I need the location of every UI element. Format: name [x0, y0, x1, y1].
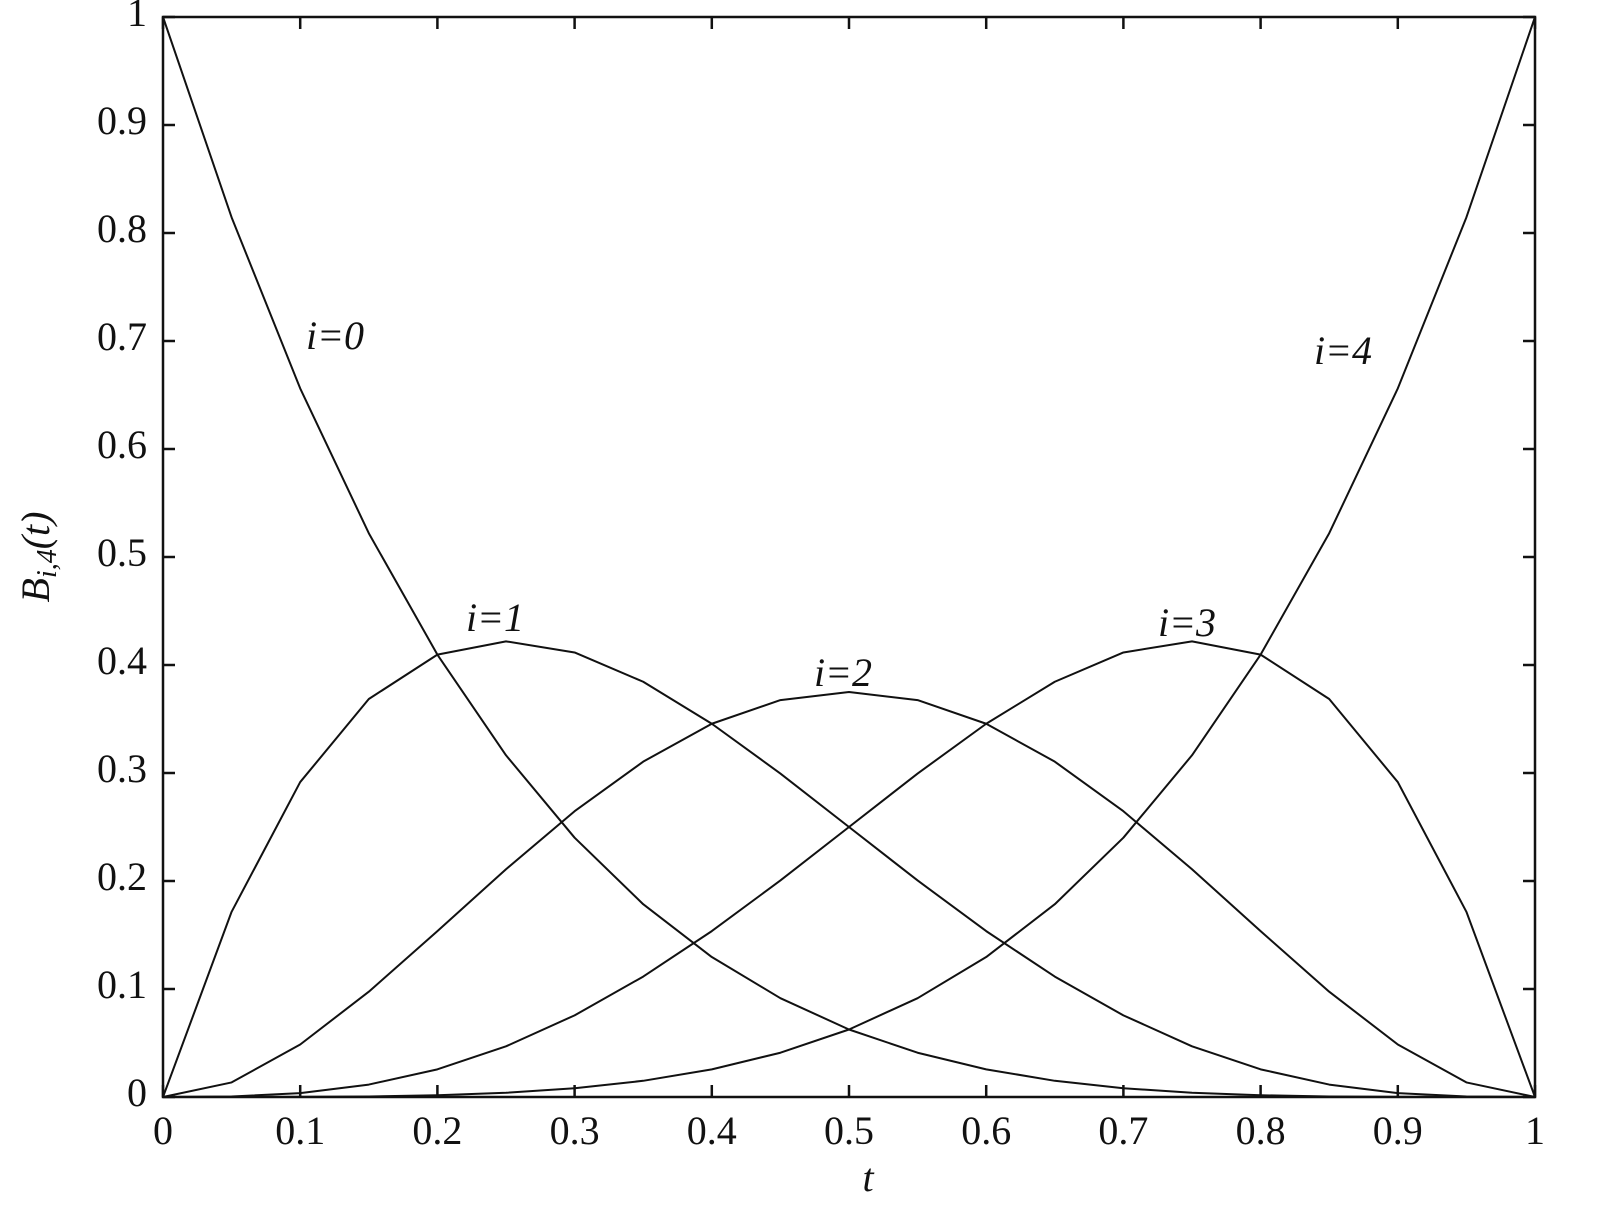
x-tick-label: 1 [1525, 1108, 1545, 1153]
series-label: i=2 [814, 650, 872, 695]
series-label: i=3 [1158, 600, 1216, 645]
series-line [163, 16, 1536, 1098]
x-axis-label: t [862, 1155, 874, 1200]
y-tick-label: 1 [127, 0, 147, 35]
y-tick-label: 0.4 [97, 638, 147, 683]
series-line [162, 691, 1536, 1098]
x-tick-label: 0.5 [824, 1108, 874, 1153]
y-tick-label: 0.8 [97, 206, 147, 251]
y-tick-label: 0.9 [97, 98, 147, 143]
y-tick-label: 0.3 [97, 746, 147, 791]
y-tick-label: 0.5 [97, 530, 147, 575]
x-tick-label: 0.9 [1373, 1108, 1423, 1153]
y-tick-label: 0.6 [97, 422, 147, 467]
y-tick-label: 0.7 [97, 314, 147, 359]
y-label-tail: (t) [13, 512, 58, 550]
series-label: i=4 [1314, 328, 1372, 373]
x-tick-label: 0.3 [550, 1108, 600, 1153]
x-tick-label: 0.2 [412, 1108, 462, 1153]
x-tick-label: 0 [153, 1108, 173, 1153]
series-label: i=0 [306, 313, 364, 358]
x-tick-label: 0.4 [687, 1108, 737, 1153]
series-label: i=1 [466, 595, 524, 640]
y-tick-label: 0.1 [97, 962, 147, 1007]
y-tick-label: 0 [127, 1070, 147, 1115]
x-tick-label: 0.7 [1098, 1108, 1148, 1153]
x-tick-label: 0.8 [1236, 1108, 1286, 1153]
y-axis-label: Bi,4(t) [13, 512, 63, 603]
y-label-main: B [13, 578, 58, 602]
x-tick-label: 0.1 [275, 1108, 325, 1153]
series-line [162, 640, 1536, 1098]
x-tick-label: 0.6 [961, 1108, 1011, 1153]
y-tick-label: 0.2 [97, 854, 147, 899]
y-label-sub: i,4 [32, 549, 63, 578]
